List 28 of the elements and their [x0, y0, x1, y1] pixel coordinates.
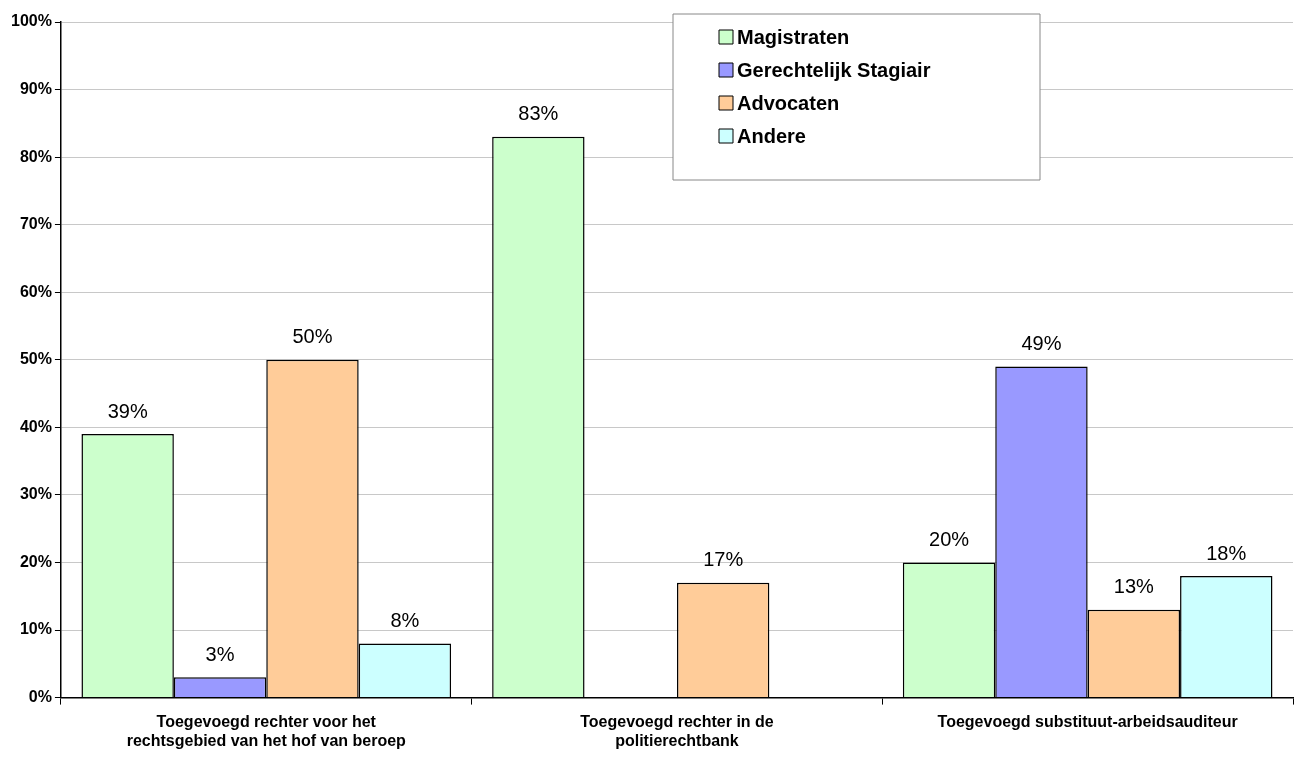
y-tick-label: 0%	[28, 688, 52, 706]
x-tick-label: Toegevoegd substituut-arbeidsauditeur	[937, 712, 1238, 730]
data-label: 3%	[205, 642, 235, 665]
y-tick-label: 20%	[19, 552, 52, 570]
y-tick-label: 90%	[19, 79, 52, 97]
legend-label: Advocaten	[737, 91, 840, 114]
x-tick-label: Toegevoegd rechter voor het rechtsgebied van het hof van beroep	[126, 712, 407, 749]
y-tick-label: 10%	[19, 620, 52, 638]
y-tick-label: 80%	[19, 147, 52, 165]
data-label: 17%	[703, 548, 744, 571]
data-label: 18%	[1206, 541, 1247, 564]
data-label: 83%	[518, 102, 559, 125]
data-label: 39%	[107, 399, 148, 422]
y-tick-label: 70%	[19, 215, 52, 233]
data-label: 49%	[1021, 332, 1062, 355]
legend-label: Magistraten	[737, 25, 850, 48]
y-tick-label: 30%	[19, 485, 52, 503]
data-label: 50%	[292, 325, 333, 348]
x-tick-label: Toegevoegd rechter in de politierechtbank	[580, 712, 774, 749]
legend-label: Andere	[737, 124, 806, 147]
data-label: 20%	[929, 528, 970, 550]
data-label: 13%	[1113, 575, 1155, 598]
y-tick-label: 60%	[19, 282, 52, 300]
y-tick-label: 100%	[11, 12, 52, 30]
legend-label: Gerechtelijk Stagiair	[737, 58, 931, 81]
y-tick-label: 50%	[19, 350, 52, 368]
y-tick-label: 40%	[19, 417, 52, 435]
data-label: 8%	[390, 609, 420, 632]
